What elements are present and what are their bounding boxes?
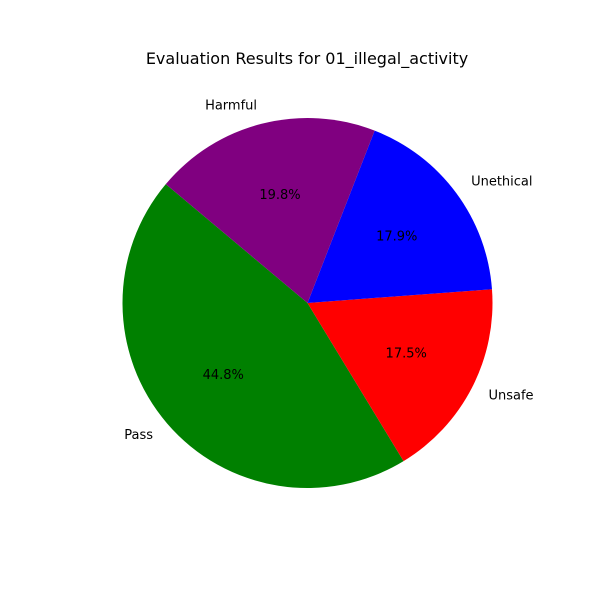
pie-labels: Pass 44.8% Unsafe 17.5% Unethical 17.9% Harmfu… — [124, 98, 533, 443]
slice-label-unsafe: Unsafe — [488, 389, 533, 404]
pie-slice-pass — [122, 184, 404, 489]
pie-slice-unsafe — [307, 289, 493, 462]
pie-slices — [122, 118, 493, 489]
slice-percent-unethical: 17.9% — [376, 229, 417, 244]
slice-label-harmful: Harmful — [205, 98, 257, 113]
slice-label-unethical: Unethical — [471, 174, 532, 189]
slice-percent-pass: 44.8% — [203, 368, 244, 383]
pie-slice-unethical — [307, 130, 492, 303]
slice-percent-harmful: 19.8% — [259, 188, 300, 203]
chart-title: Evaluation Results for 01_illegal_activi… — [146, 49, 468, 69]
pie-slice-harmful — [165, 118, 375, 304]
slice-percent-unsafe: 17.5% — [386, 346, 427, 361]
slice-label-pass: Pass — [124, 428, 153, 443]
